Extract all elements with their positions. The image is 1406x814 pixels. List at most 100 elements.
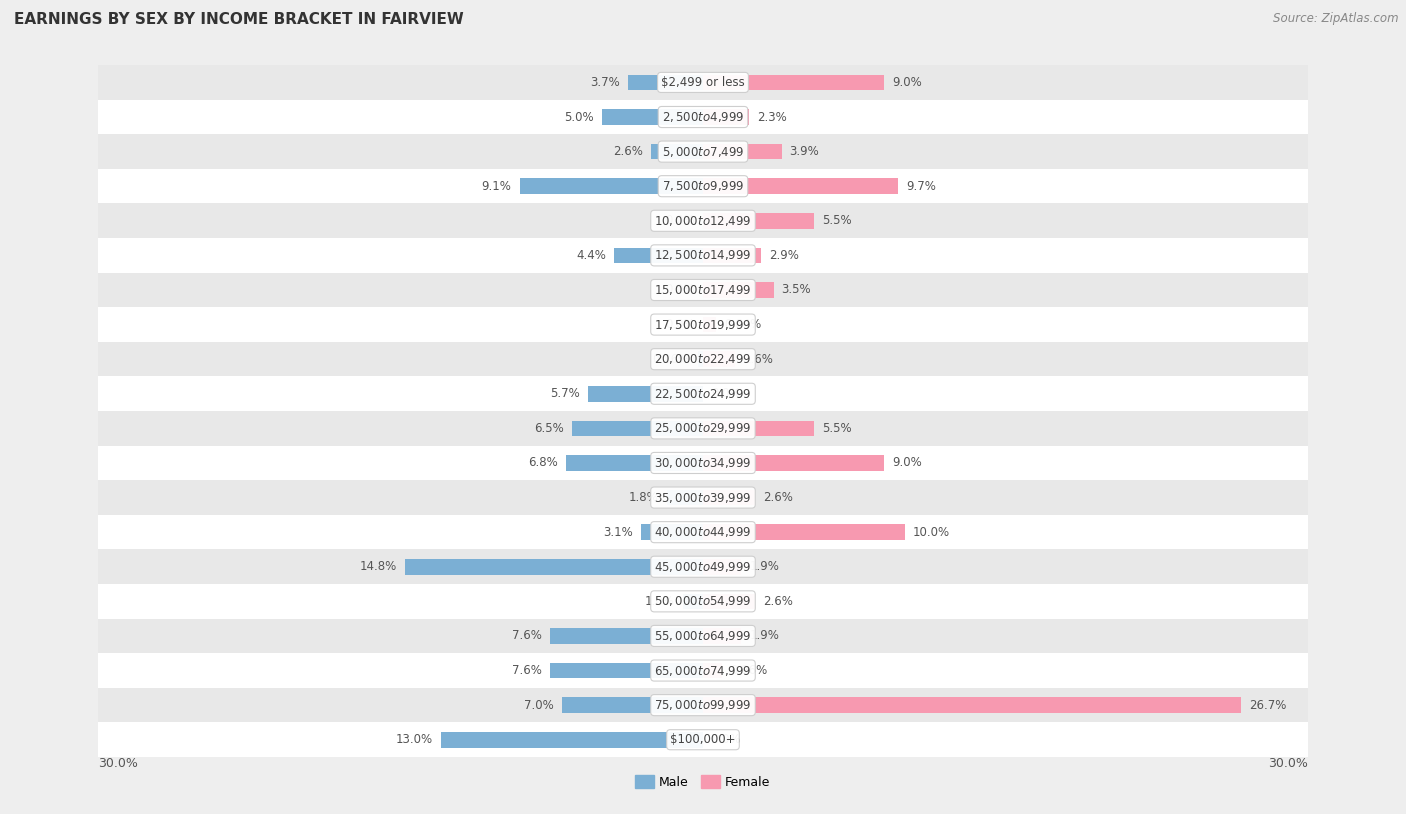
Bar: [703, 628, 741, 644]
Bar: [588, 386, 703, 401]
Bar: [683, 593, 703, 609]
Text: 5.7%: 5.7%: [550, 387, 581, 400]
Bar: [98, 480, 1308, 514]
Bar: [98, 342, 1308, 376]
Bar: [703, 559, 741, 575]
Bar: [703, 455, 884, 470]
Text: $40,000 to $44,999: $40,000 to $44,999: [654, 525, 752, 539]
Bar: [651, 144, 703, 160]
Bar: [703, 524, 904, 540]
Text: 2.6%: 2.6%: [763, 491, 793, 504]
Bar: [562, 698, 703, 713]
Bar: [703, 352, 735, 367]
Bar: [98, 376, 1308, 411]
Text: 0.0%: 0.0%: [665, 283, 695, 296]
Text: 3.7%: 3.7%: [591, 76, 620, 89]
Text: 9.0%: 9.0%: [893, 76, 922, 89]
Bar: [98, 307, 1308, 342]
Text: 1.6%: 1.6%: [744, 352, 773, 365]
Text: 3.9%: 3.9%: [790, 145, 820, 158]
Bar: [98, 653, 1308, 688]
Bar: [98, 549, 1308, 584]
Bar: [550, 628, 703, 644]
Bar: [602, 109, 703, 125]
Text: 3.1%: 3.1%: [603, 526, 633, 539]
Text: $75,000 to $99,999: $75,000 to $99,999: [654, 698, 752, 712]
Text: 0.0%: 0.0%: [711, 733, 741, 746]
Text: 30.0%: 30.0%: [1268, 757, 1308, 770]
Text: $35,000 to $39,999: $35,000 to $39,999: [654, 491, 752, 505]
Text: 3.5%: 3.5%: [782, 283, 811, 296]
Bar: [98, 134, 1308, 168]
Text: 0.26%: 0.26%: [652, 352, 690, 365]
Bar: [98, 238, 1308, 273]
Bar: [98, 688, 1308, 723]
Text: $55,000 to $64,999: $55,000 to $64,999: [654, 629, 752, 643]
Bar: [98, 514, 1308, 549]
Text: 1.9%: 1.9%: [749, 560, 779, 573]
Text: $15,000 to $17,499: $15,000 to $17,499: [654, 283, 752, 297]
Text: 2.6%: 2.6%: [763, 595, 793, 608]
Text: 0.0%: 0.0%: [665, 214, 695, 227]
Bar: [703, 490, 755, 505]
Bar: [703, 178, 898, 194]
Bar: [98, 168, 1308, 204]
Bar: [98, 411, 1308, 446]
Bar: [98, 273, 1308, 307]
Bar: [98, 723, 1308, 757]
Text: 0.0%: 0.0%: [711, 387, 741, 400]
Text: 0.96%: 0.96%: [730, 664, 768, 677]
Text: 0.0%: 0.0%: [665, 318, 695, 331]
Text: $2,499 or less: $2,499 or less: [661, 76, 745, 89]
Bar: [572, 421, 703, 436]
Text: 7.6%: 7.6%: [512, 629, 541, 642]
Bar: [641, 524, 703, 540]
Bar: [550, 663, 703, 678]
Bar: [703, 421, 814, 436]
Text: Source: ZipAtlas.com: Source: ZipAtlas.com: [1274, 12, 1399, 25]
Text: $45,000 to $49,999: $45,000 to $49,999: [654, 560, 752, 574]
Text: 26.7%: 26.7%: [1249, 698, 1286, 711]
Bar: [703, 213, 814, 229]
Text: $20,000 to $22,499: $20,000 to $22,499: [654, 352, 752, 366]
Bar: [520, 178, 703, 194]
Bar: [614, 247, 703, 263]
Text: $17,500 to $19,999: $17,500 to $19,999: [654, 317, 752, 331]
Text: $25,000 to $29,999: $25,000 to $29,999: [654, 422, 752, 435]
Text: 30.0%: 30.0%: [98, 757, 138, 770]
Text: $12,500 to $14,999: $12,500 to $14,999: [654, 248, 752, 262]
Text: 6.5%: 6.5%: [534, 422, 564, 435]
Text: 0.64%: 0.64%: [724, 318, 761, 331]
Bar: [697, 352, 703, 367]
Text: 7.0%: 7.0%: [524, 698, 554, 711]
Text: $50,000 to $54,999: $50,000 to $54,999: [654, 594, 752, 608]
Text: 5.5%: 5.5%: [823, 214, 852, 227]
Text: $5,000 to $7,499: $5,000 to $7,499: [662, 145, 744, 159]
Bar: [98, 584, 1308, 619]
Text: $2,500 to $4,999: $2,500 to $4,999: [662, 110, 744, 124]
Text: 1.9%: 1.9%: [749, 629, 779, 642]
Text: 13.0%: 13.0%: [396, 733, 433, 746]
Text: $100,000+: $100,000+: [671, 733, 735, 746]
Bar: [567, 455, 703, 470]
Text: $7,500 to $9,999: $7,500 to $9,999: [662, 179, 744, 193]
Text: 9.7%: 9.7%: [907, 180, 936, 193]
Text: 10.0%: 10.0%: [912, 526, 949, 539]
Text: 7.6%: 7.6%: [512, 664, 541, 677]
Bar: [703, 593, 755, 609]
Bar: [703, 109, 749, 125]
Text: 4.4%: 4.4%: [576, 249, 606, 262]
Text: 9.0%: 9.0%: [893, 457, 922, 470]
Text: 1.0%: 1.0%: [645, 595, 675, 608]
Text: $30,000 to $34,999: $30,000 to $34,999: [654, 456, 752, 470]
Bar: [703, 247, 762, 263]
Bar: [98, 65, 1308, 99]
Text: 2.3%: 2.3%: [758, 111, 787, 124]
Text: $10,000 to $12,499: $10,000 to $12,499: [654, 214, 752, 228]
Legend: Male, Female: Male, Female: [636, 775, 770, 789]
Bar: [666, 490, 703, 505]
Text: 5.5%: 5.5%: [823, 422, 852, 435]
Text: EARNINGS BY SEX BY INCOME BRACKET IN FAIRVIEW: EARNINGS BY SEX BY INCOME BRACKET IN FAI…: [14, 12, 464, 27]
Bar: [703, 144, 782, 160]
Bar: [703, 698, 1241, 713]
